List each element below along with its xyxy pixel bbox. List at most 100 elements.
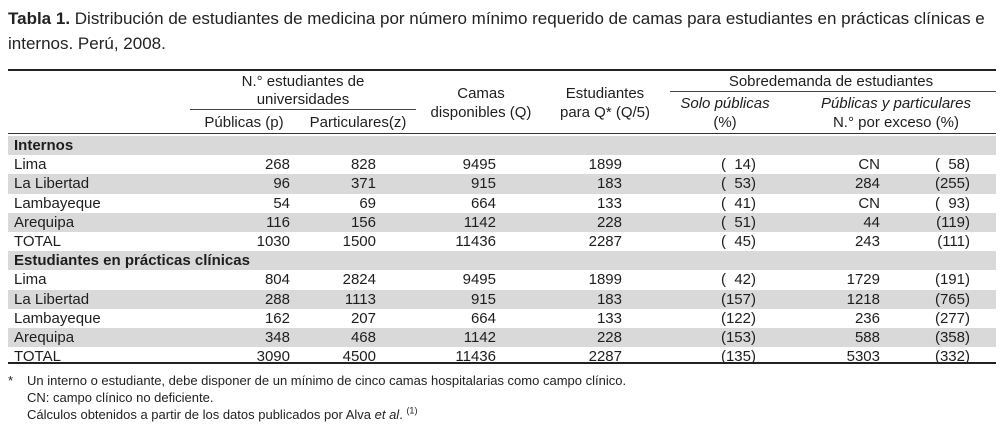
cell-n: 1218 xyxy=(846,290,880,308)
cell-p: 268 xyxy=(264,156,290,174)
header-publicas: Públicas (p) xyxy=(204,114,284,131)
cell-pct: (255) xyxy=(934,175,970,193)
cell-z: 371 xyxy=(350,175,376,193)
row-label: Arequipa xyxy=(14,213,75,231)
cell-pct: (277) xyxy=(934,309,970,327)
header-camas-line1: Camas xyxy=(457,85,505,102)
cell-solo: ( 42) xyxy=(720,271,756,289)
cell-z: 69 xyxy=(359,194,376,212)
cell-pct: ( 93) xyxy=(934,194,970,212)
section-band xyxy=(8,251,996,271)
cell-solo: ( 53) xyxy=(720,175,756,193)
row-label: Lambayeque xyxy=(14,309,101,327)
cell-e: 133 xyxy=(596,194,622,212)
cell-q: 11436 xyxy=(455,233,496,250)
header-particulares: Particulares(z) xyxy=(309,114,407,131)
row-label: La Libertad xyxy=(14,290,90,308)
cell-p: 54 xyxy=(273,194,290,212)
footnote-line1: Un interno o estudiante, debe disponer d… xyxy=(27,373,627,388)
cell-p: 1030 xyxy=(256,233,290,250)
footnote-star: * xyxy=(8,373,14,388)
cell-pct: (111) xyxy=(937,233,970,250)
cell-solo: (153) xyxy=(720,329,756,346)
cell-e: 228 xyxy=(596,329,622,346)
cell-q: 9495 xyxy=(462,271,496,289)
cell-q: 1142 xyxy=(463,213,496,231)
cell-n: 243 xyxy=(854,233,880,250)
header-univ-underline xyxy=(190,109,416,110)
row-label: Lambayeque xyxy=(14,194,101,212)
cell-solo: (122) xyxy=(720,309,756,327)
cell-z: 4500 xyxy=(342,348,376,366)
header-sobredemanda: Sobredemanda de estudiantes xyxy=(728,73,934,90)
cell-n: 236 xyxy=(854,309,880,327)
cell-q: 664 xyxy=(470,309,496,327)
cell-n: 44 xyxy=(863,213,880,231)
cell-e: 2287 xyxy=(588,233,622,250)
header-group-univ-line1: N.° estudiantes de xyxy=(241,73,365,90)
cell-z: 1113 xyxy=(344,290,376,308)
cell-q: 915 xyxy=(470,290,496,308)
table-caption: Tabla 1. Distribución de estudiantes de … xyxy=(8,6,998,56)
row-label: La Libertad xyxy=(14,175,90,193)
cell-e: 1899 xyxy=(588,156,622,174)
header-solo-publicas: Solo públicas xyxy=(680,95,770,112)
header-group-univ-line2: universidades xyxy=(256,91,350,108)
cell-e: 228 xyxy=(596,213,622,231)
row-label: TOTAL xyxy=(14,233,61,250)
cell-e: 1899 xyxy=(588,271,622,289)
section-band xyxy=(8,136,996,156)
row-band xyxy=(8,212,996,232)
cell-p: 3090 xyxy=(256,348,290,366)
cell-z: 468 xyxy=(350,329,376,346)
row-band xyxy=(8,328,996,348)
row-label: TOTAL xyxy=(14,348,61,366)
cell-solo: (157) xyxy=(720,290,756,308)
cell-z: 828 xyxy=(350,156,376,174)
footnote-line3: Cálculos obtenidos a partir de los datos… xyxy=(27,406,417,423)
cell-pct: (119) xyxy=(936,213,970,231)
cell-q: 664 xyxy=(470,194,496,212)
row-label: Lima xyxy=(14,271,47,289)
cell-p: 162 xyxy=(264,309,290,327)
cell-p: 96 xyxy=(273,175,290,193)
table-label: Tabla 1. xyxy=(8,9,71,28)
cell-solo: ( 41) xyxy=(720,194,756,212)
header-sobredemanda-underline xyxy=(670,91,996,92)
cell-e: 183 xyxy=(596,175,622,193)
cell-n: CN xyxy=(858,156,880,174)
footnote-ref: (1) xyxy=(406,405,418,416)
cell-z: 2824 xyxy=(342,271,376,289)
cell-e: 133 xyxy=(596,309,622,327)
footnote-line3-dot: . xyxy=(399,407,403,422)
footnote-line2: CN: campo clínico no deficiente. xyxy=(27,390,214,405)
header-estudiantes-line2: para Q* (Q/5) xyxy=(559,104,651,121)
cell-e: 2287 xyxy=(588,348,622,366)
cell-n: 284 xyxy=(854,175,880,193)
footnote-line3-text: Cálculos obtenidos a partir de los datos… xyxy=(27,407,375,422)
section-title: Internos xyxy=(14,137,74,154)
cell-z: 156 xyxy=(350,213,376,231)
cell-pct: (765) xyxy=(934,290,970,308)
row-band xyxy=(8,289,996,309)
caption-text: Distribución de estudiantes de medicina … xyxy=(8,9,985,53)
header-solo-pct: (%) xyxy=(713,114,737,131)
cell-z: 1500 xyxy=(342,233,376,250)
cell-pct: ( 58) xyxy=(934,156,970,174)
cell-n: CN xyxy=(858,194,880,212)
cell-solo: ( 51) xyxy=(720,213,756,231)
cell-e: 183 xyxy=(596,290,622,308)
cell-z: 207 xyxy=(350,309,376,327)
cell-n: 5303 xyxy=(846,348,880,366)
cell-solo: ( 45) xyxy=(720,233,756,250)
cell-q: 11436 xyxy=(455,348,496,366)
cell-q: 915 xyxy=(470,175,496,193)
footnote-et-al: et al xyxy=(374,407,400,422)
cell-pct: (358) xyxy=(934,329,970,346)
cell-q: 9495 xyxy=(462,156,496,174)
row-band xyxy=(8,174,996,194)
header-pub-part: Públicas y particulares xyxy=(820,95,972,112)
cell-p: 804 xyxy=(264,271,290,289)
cell-p: 348 xyxy=(264,329,290,346)
cell-solo: ( 14) xyxy=(720,156,756,174)
